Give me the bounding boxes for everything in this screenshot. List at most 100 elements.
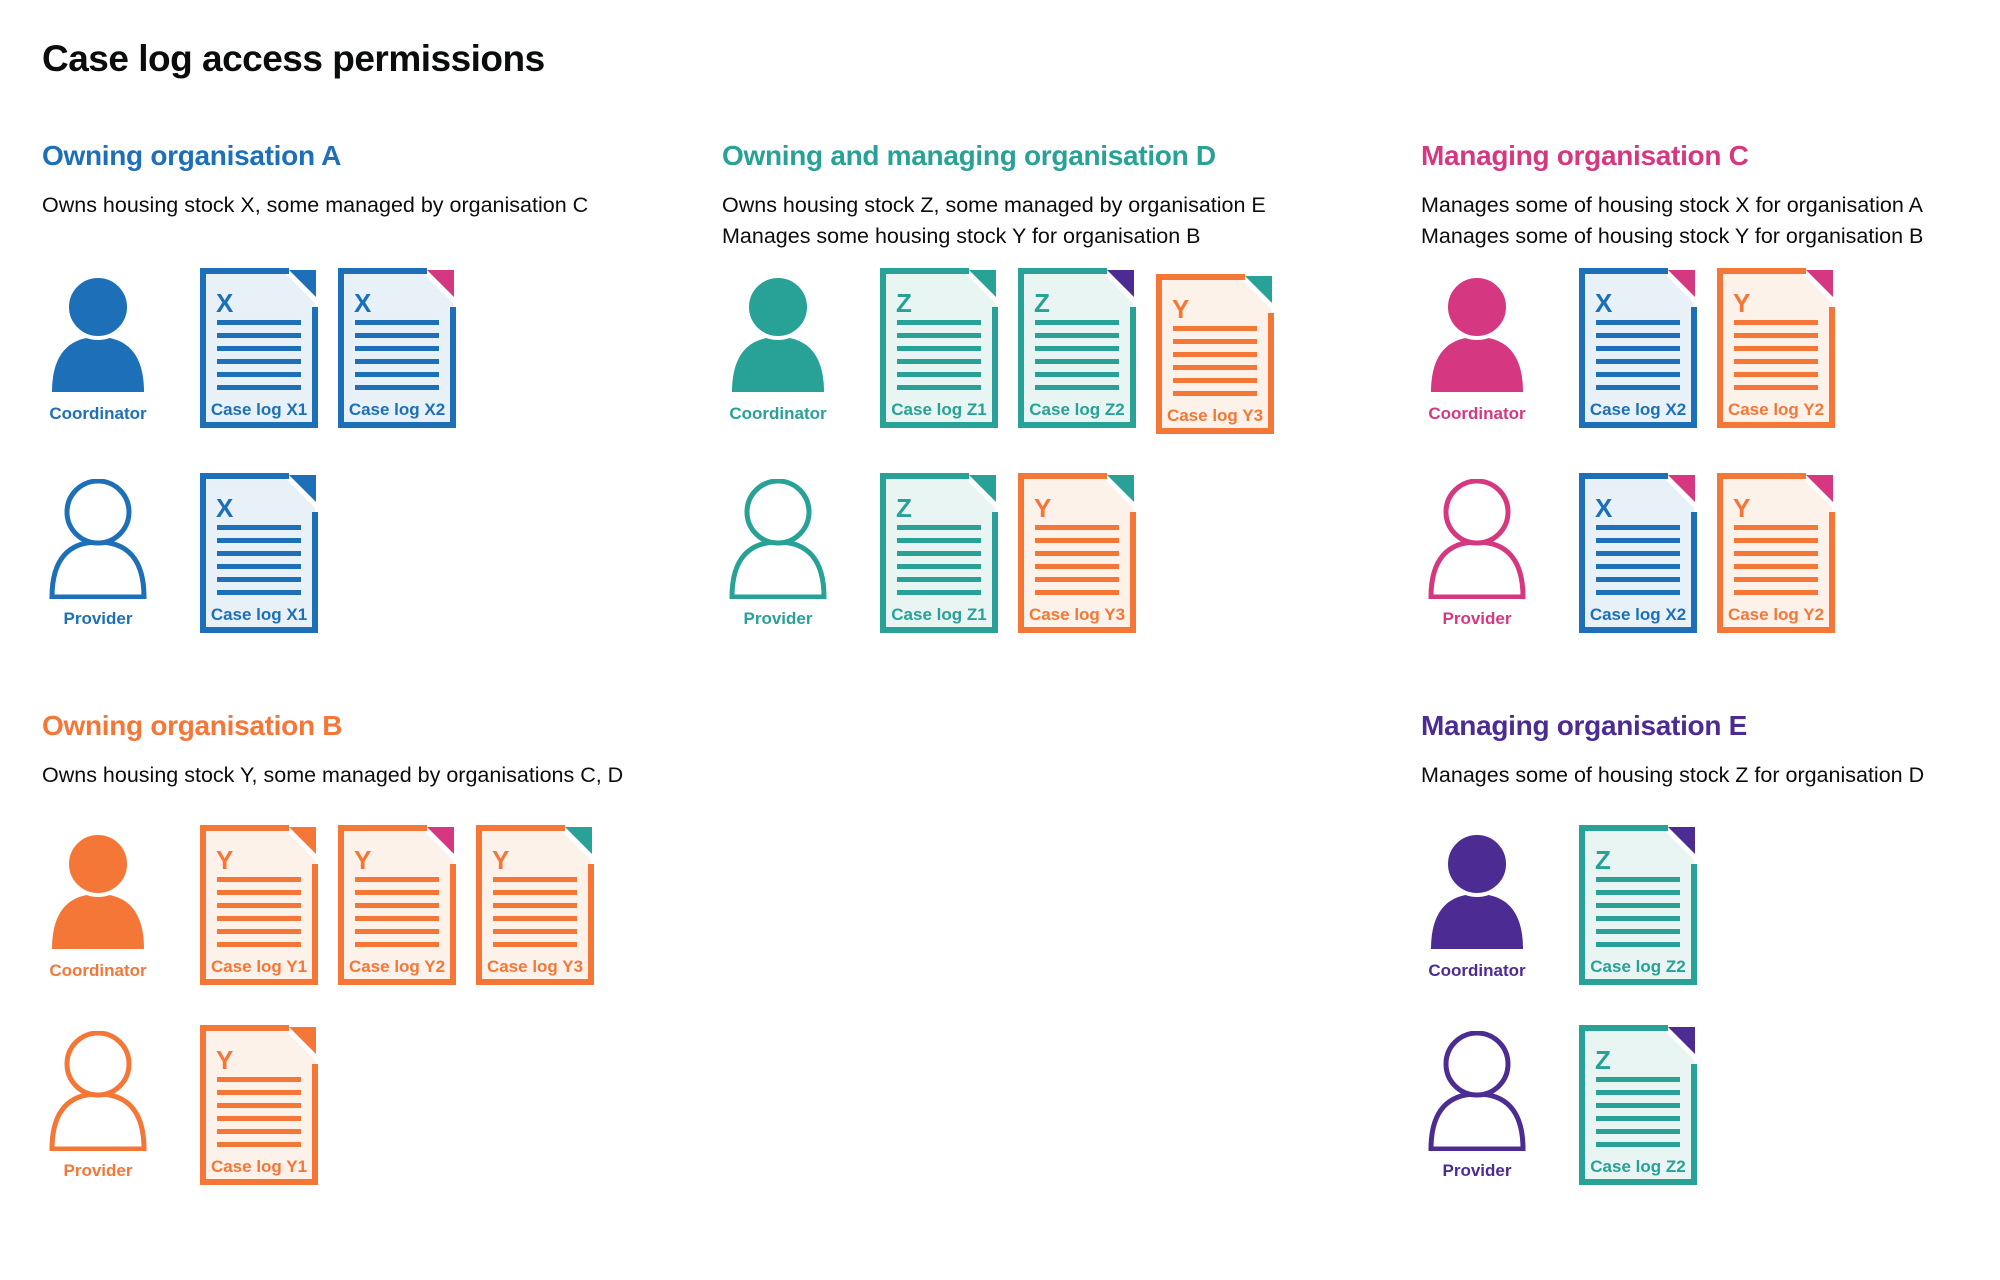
- section-description: Manages some of housing stock X for orga…: [1421, 190, 1999, 252]
- provider-icon: [1428, 1031, 1526, 1151]
- coordinator-row: Coordinator Z Case log Z2: [1421, 825, 1697, 985]
- section-owning-organisation-b: Owning organisation B Owns housing stock…: [42, 710, 642, 1185]
- case-log-documents: Y Case log Y1: [200, 1025, 318, 1185]
- case-log-documents: Z Case log Z1 Z Case log Z2 Y Case log Y3: [880, 268, 1274, 434]
- folded-corner-icon: [427, 827, 454, 854]
- folded-corner-icon: [969, 475, 996, 502]
- case-log-document: X Case log X2: [338, 268, 456, 428]
- section-heading: Managing organisation C: [1421, 140, 1749, 171]
- coordinator-row: Coordinator Y Case log Y1 Y Case log Y2 Y C…: [42, 825, 594, 985]
- folded-corner-icon: [1245, 276, 1272, 303]
- section-owning-managing-organisation-d: Owning and managing organisation D Owns …: [722, 140, 1322, 633]
- case-log-label: Case log Y1: [211, 957, 307, 976]
- coordinator: Coordinator: [1421, 274, 1533, 424]
- provider: Provider: [42, 1031, 154, 1181]
- description-line: Owns housing stock X, some managed by or…: [42, 193, 589, 217]
- folded-corner-icon: [289, 475, 316, 502]
- document-text-lines: [1596, 320, 1680, 390]
- stock-letter: Y: [1733, 493, 1750, 523]
- stock-letter: X: [1595, 493, 1613, 523]
- provider: Provider: [1421, 1031, 1533, 1181]
- stock-letter: Y: [1034, 493, 1051, 523]
- coordinator-icon: [52, 831, 144, 949]
- provider-icon: [729, 479, 827, 599]
- folded-corner-icon: [969, 270, 996, 297]
- case-log-document: Y Case log Y1: [200, 1025, 318, 1185]
- section-heading: Managing organisation E: [1421, 710, 1748, 741]
- provider: Provider: [722, 479, 834, 629]
- folded-corner-icon: [565, 827, 592, 854]
- case-log-label: Case log X2: [1590, 605, 1686, 624]
- stock-letter: Z: [1595, 845, 1611, 875]
- description-line: Owns housing stock Y, some managed by or…: [42, 763, 624, 787]
- stock-letter: Y: [492, 845, 509, 875]
- case-log-label: Case log X2: [349, 400, 445, 419]
- case-log-label: Case log Y3: [1167, 406, 1263, 425]
- provider-label: Provider: [63, 609, 133, 628]
- coordinator-label: Coordinator: [49, 961, 147, 980]
- provider-row: Provider X Case log X1: [42, 473, 318, 633]
- case-log-document: X Case log X1: [200, 473, 318, 633]
- folded-corner-icon: [1806, 475, 1833, 502]
- case-log-documents: X Case log X1 X Case log X2: [200, 268, 456, 428]
- document-text-lines: [217, 877, 301, 947]
- case-log-label: Case log X2: [1590, 400, 1686, 419]
- stock-letter: X: [354, 288, 372, 318]
- case-log-document: X Case log X1: [200, 268, 318, 428]
- coordinator-row: Coordinator X Case log X2 Y Case log Y2: [1421, 268, 1835, 428]
- coordinator: Coordinator: [42, 831, 154, 981]
- case-log-label: Case log Z2: [1590, 957, 1685, 976]
- document-text-lines: [1035, 320, 1119, 390]
- folded-corner-icon: [1668, 1027, 1695, 1054]
- document-text-lines: [217, 525, 301, 595]
- provider-icon: [49, 1031, 147, 1151]
- coordinator-icon: [1431, 274, 1523, 392]
- provider-row: Provider X Case log X2 Y Case log Y2: [1421, 473, 1835, 633]
- case-log-label: Case log Y1: [211, 1157, 307, 1176]
- coordinator: Coordinator: [1421, 831, 1533, 981]
- folded-corner-icon: [1107, 475, 1134, 502]
- provider-label: Provider: [63, 1161, 133, 1180]
- case-log-label: Case log Z1: [891, 400, 986, 419]
- stock-letter: X: [216, 493, 234, 523]
- stock-letter: Z: [1034, 288, 1050, 318]
- provider-row: Provider Z Case log Z1 Y Case log Y3: [722, 473, 1136, 633]
- provider-row: Provider Z Case log Z2: [1421, 1025, 1697, 1185]
- case-log-document: Y Case log Y2: [1717, 473, 1835, 633]
- description-line: Manages some of housing stock Y for orga…: [1421, 224, 1924, 248]
- folded-corner-icon: [427, 270, 454, 297]
- section-heading: Owning organisation A: [42, 140, 342, 171]
- case-log-document: Y Case log Y3: [1018, 473, 1136, 633]
- provider-label: Provider: [743, 609, 813, 628]
- case-log-label: Case log Z2: [1590, 1157, 1685, 1176]
- case-log-label: Case log Z2: [1029, 400, 1124, 419]
- case-log-document: Y Case log Y3: [476, 825, 594, 985]
- case-log-label: Case log Y3: [1029, 605, 1125, 624]
- section-description: Owns housing stock Y, some managed by or…: [42, 760, 642, 791]
- case-log-document: Y Case log Y2: [1717, 268, 1835, 428]
- coordinator-row: Coordinator Z Case log Z1 Z Case log Z2 Y C…: [722, 268, 1274, 434]
- folded-corner-icon: [1668, 270, 1695, 297]
- provider: Provider: [1421, 479, 1533, 629]
- case-log-label: Case log Z1: [891, 605, 986, 624]
- stock-letter: Z: [896, 288, 912, 318]
- stock-letter: Y: [216, 1045, 233, 1075]
- section-managing-organisation-c: Managing organisation C Manages some of …: [1421, 140, 1999, 633]
- coordinator-icon: [52, 274, 144, 392]
- folded-corner-icon: [1668, 827, 1695, 854]
- case-log-label: Case log Y2: [1728, 400, 1824, 419]
- description-line: Manages some housing stock Y for organis…: [722, 224, 1201, 248]
- provider: Provider: [42, 479, 154, 629]
- section-description: Owns housing stock X, some managed by or…: [42, 190, 642, 221]
- stock-letter: Y: [216, 845, 233, 875]
- case-log-document: Z Case log Z1: [880, 268, 998, 428]
- document-text-lines: [355, 877, 439, 947]
- provider-label: Provider: [1442, 1161, 1512, 1180]
- coordinator: Coordinator: [42, 274, 154, 424]
- document-text-lines: [217, 320, 301, 390]
- section-heading: Owning and managing organisation D: [722, 140, 1216, 171]
- document-text-lines: [1734, 320, 1818, 390]
- provider-icon: [1428, 479, 1526, 599]
- provider-row: Provider Y Case log Y1: [42, 1025, 318, 1185]
- section-managing-organisation-e: Managing organisation E Manages some of …: [1421, 710, 1999, 1185]
